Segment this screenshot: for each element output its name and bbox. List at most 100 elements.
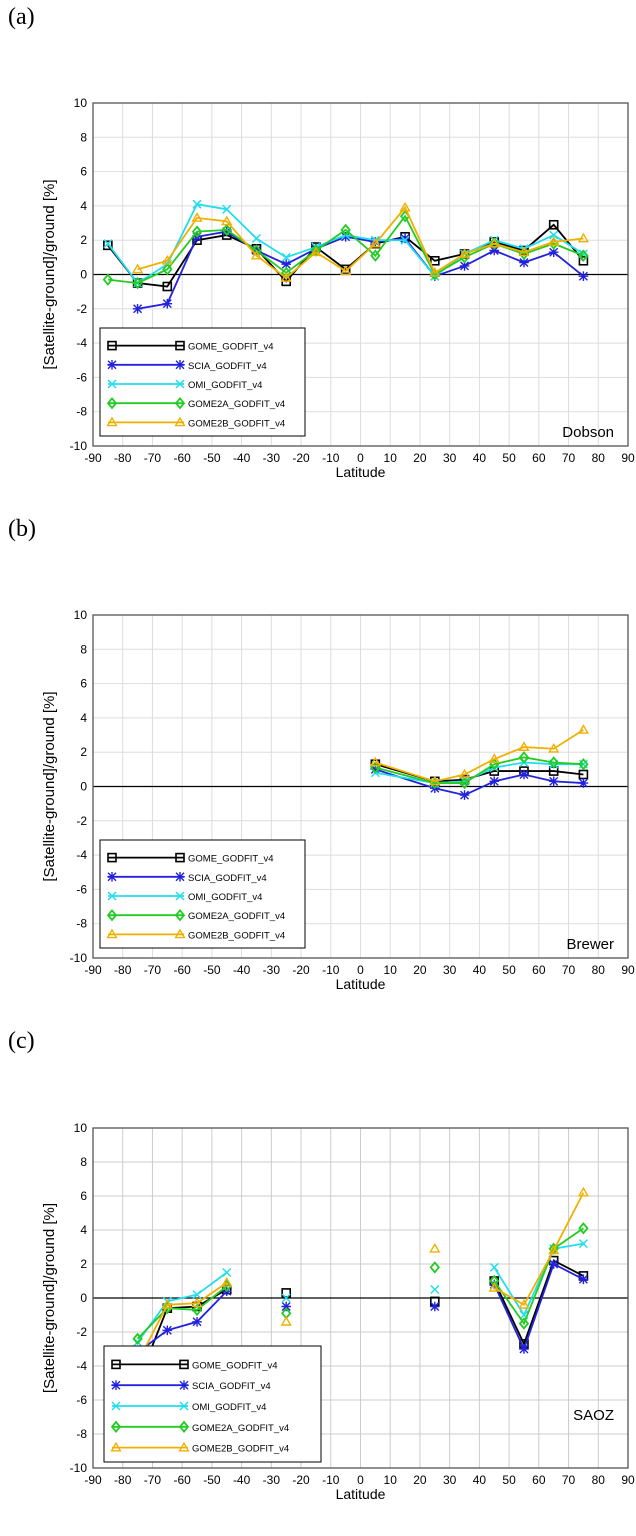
legend-marker <box>107 340 117 351</box>
series-GOME_GODFIT_v4 <box>103 219 589 292</box>
legend: GOME_GODFIT_v4 SCIA_GODFIT_v4 OMI_GODFIT_v… <box>99 839 306 949</box>
y-tick-label: 6 <box>80 165 87 179</box>
data-point <box>281 252 291 262</box>
data-point <box>578 249 589 262</box>
y-tick-label: 2 <box>80 1257 87 1271</box>
data-point <box>280 272 292 282</box>
data-point <box>399 201 411 212</box>
series-line <box>137 1290 228 1354</box>
data-point <box>578 1239 588 1249</box>
data-point <box>429 1261 440 1274</box>
legend-marker <box>107 872 117 882</box>
series-line <box>375 756 584 784</box>
data-point <box>191 1303 203 1317</box>
data-point <box>131 263 144 274</box>
data-point <box>458 248 471 258</box>
legend-entry-label: SCIA_GODFIT_v4 <box>188 873 267 884</box>
station-label: Dobson <box>562 424 614 441</box>
plot-frame <box>92 102 629 447</box>
data-point <box>459 776 470 790</box>
data-point <box>221 226 232 237</box>
data-point <box>578 255 589 266</box>
data-point <box>162 1301 173 1315</box>
x-tick-label: 70 <box>562 963 576 977</box>
legend-marker <box>179 1380 189 1390</box>
y-tick-label: 8 <box>80 130 87 144</box>
data-point <box>489 1274 500 1288</box>
y-tick-label: -10 <box>70 439 88 453</box>
legend-marker <box>175 891 185 901</box>
series-GOME2B_GODFIT_v4 <box>369 724 590 786</box>
y-tick-label: 0 <box>80 780 87 794</box>
x-tick-label: 90 <box>621 963 635 977</box>
legend-marker <box>174 908 186 922</box>
y-tick-label: -8 <box>76 1427 87 1441</box>
data-point <box>161 254 173 265</box>
legend-marker <box>106 396 118 410</box>
legend-marker <box>107 360 117 370</box>
y-tick-label: -8 <box>76 405 87 419</box>
x-tick-label: 70 <box>562 1473 576 1487</box>
data-point <box>430 1301 440 1312</box>
data-point <box>429 1242 441 1253</box>
y-tick-label: -6 <box>76 370 87 384</box>
legend-marker <box>107 891 117 901</box>
data-point <box>519 1344 529 1354</box>
x-tick-label: 50 <box>502 963 516 977</box>
data-point <box>429 775 441 786</box>
x-tick-label: 50 <box>502 1473 516 1487</box>
x-axis-label: Latitude <box>336 1486 386 1502</box>
data-point <box>162 1325 173 1336</box>
y-tick-label: 6 <box>80 677 87 691</box>
legend-marker <box>111 1401 121 1411</box>
legend-entry-label: GOME_GODFIT_v4 <box>188 854 274 865</box>
y-tick-label: 0 <box>80 1291 87 1305</box>
data-point <box>340 231 351 242</box>
data-point <box>132 304 143 314</box>
x-tick-label: 40 <box>473 1473 487 1487</box>
legend-marker <box>179 1359 189 1370</box>
legend-marker <box>175 872 185 882</box>
data-point <box>192 1317 202 1327</box>
x-tick-label: 40 <box>473 963 487 977</box>
data-point <box>221 1276 233 1287</box>
legend-marker <box>179 1401 189 1411</box>
plot-frame <box>92 1127 629 1469</box>
legend-marker <box>178 1420 190 1434</box>
x-tick-label: -70 <box>144 1473 162 1487</box>
data-point <box>578 1274 589 1285</box>
data-point <box>221 223 232 237</box>
legend-box <box>103 1345 322 1463</box>
series-line <box>493 1242 584 1317</box>
y-tick-label: 10 <box>74 96 88 110</box>
data-point <box>518 1317 530 1330</box>
y-tick-label: -10 <box>70 951 88 965</box>
x-tick-label: 80 <box>592 1473 606 1487</box>
series-line <box>493 1262 584 1352</box>
y-tick-label: 2 <box>80 745 87 759</box>
legend-marker <box>175 360 185 370</box>
data-point <box>281 259 291 270</box>
data-point <box>191 225 203 238</box>
legend-marker <box>175 379 185 389</box>
data-point <box>488 237 500 248</box>
panel-a: (a) -10 -8 -6 -4 -2 0 2 4 6 8 10 -90 -80 -70 -60 -50 -40… <box>0 0 636 512</box>
data-point <box>221 215 233 226</box>
x-axis-label: Latitude <box>336 464 386 480</box>
data-point <box>161 1299 173 1309</box>
x-tick-label: 0 <box>357 1473 364 1487</box>
series-line <box>493 1192 585 1307</box>
data-point <box>250 249 263 260</box>
legend-marker <box>174 928 186 939</box>
y-tick-label: -4 <box>76 336 87 350</box>
legend-entry-label: OMI_GODFIT_v4 <box>192 1402 266 1413</box>
y-tick-label: -6 <box>76 882 87 896</box>
series-line <box>493 1227 584 1326</box>
x-tick-label: 30 <box>443 1473 457 1487</box>
series-SCIA_GODFIT_v4 <box>132 1259 589 1358</box>
panel-letter-c: (c) <box>8 1028 35 1054</box>
legend-entry-label: GOME2A_GODFIT_v4 <box>188 399 285 410</box>
x-tick-label: -80 <box>114 451 132 465</box>
x-tick-label: 70 <box>562 451 576 465</box>
series-line <box>136 1271 228 1343</box>
